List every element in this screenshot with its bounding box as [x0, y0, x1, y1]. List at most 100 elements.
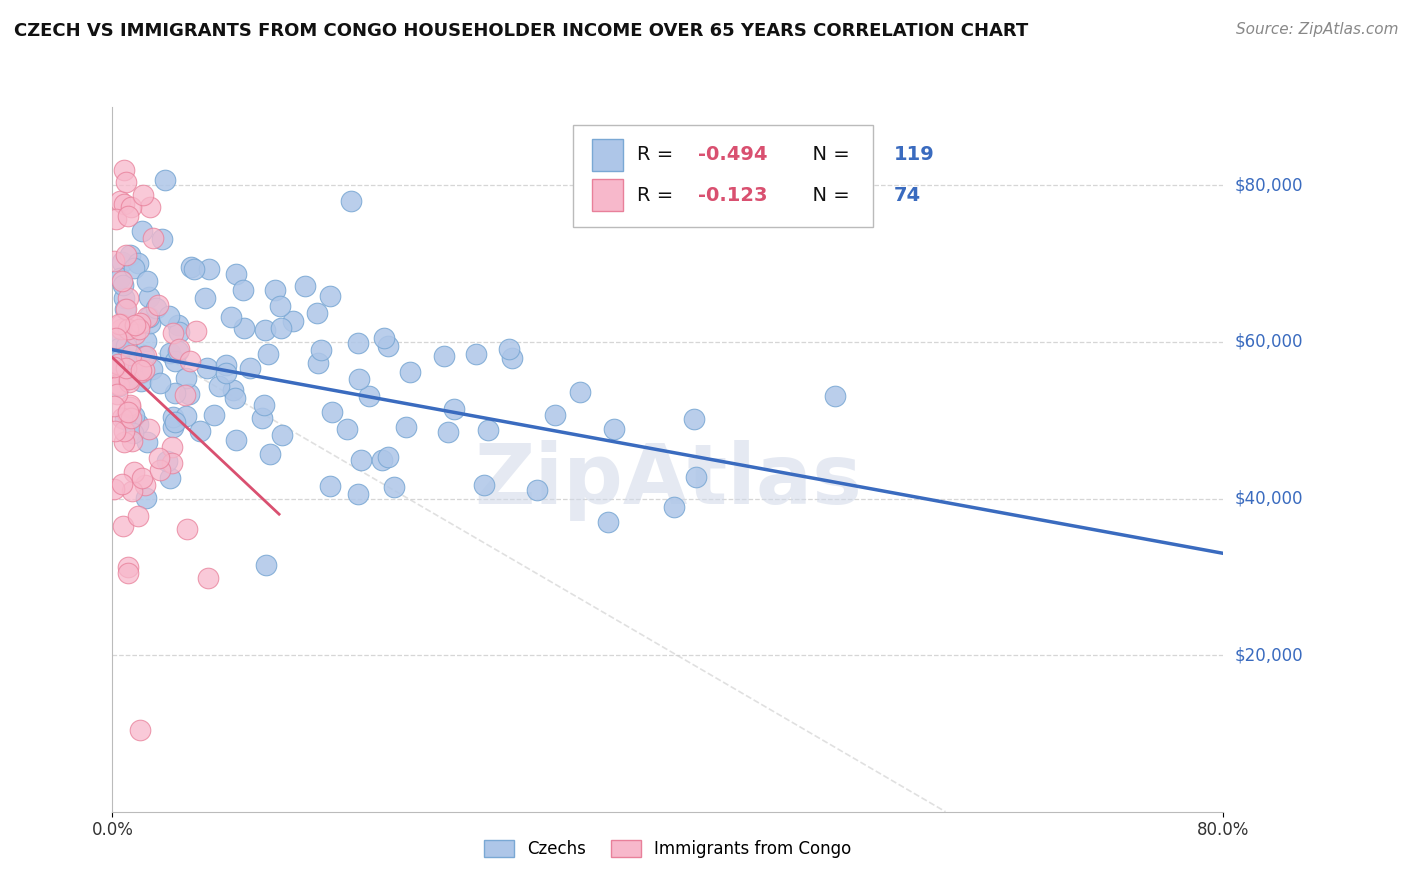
Point	[225, 434, 247, 448]
Point	[250, 410, 273, 425]
Point	[162, 440, 184, 454]
Point	[270, 428, 292, 442]
Point	[159, 346, 181, 360]
Point	[103, 399, 125, 413]
Point	[129, 723, 152, 737]
Text: Source: ZipAtlas.com: Source: ZipAtlas.com	[1236, 22, 1399, 37]
Point	[120, 410, 142, 425]
Point	[169, 342, 191, 356]
Point	[114, 412, 136, 426]
Point	[134, 478, 156, 492]
Point	[371, 453, 394, 467]
Point	[162, 420, 184, 434]
Point	[105, 211, 128, 226]
Point	[395, 419, 418, 434]
Point	[377, 450, 399, 465]
Point	[222, 383, 245, 397]
Point	[347, 336, 370, 351]
Text: R =: R =	[637, 186, 679, 204]
Point	[283, 314, 305, 328]
FancyBboxPatch shape	[592, 179, 623, 211]
Point	[162, 326, 184, 341]
Point	[436, 425, 458, 439]
Point	[111, 274, 134, 288]
Point	[111, 411, 134, 425]
Point	[108, 341, 131, 355]
Point	[114, 339, 136, 353]
Point	[155, 173, 177, 187]
Point	[167, 344, 190, 359]
Point	[107, 387, 129, 401]
Point	[498, 342, 520, 356]
Point	[132, 349, 155, 363]
Point	[433, 349, 456, 363]
Point	[319, 289, 342, 303]
Point	[259, 447, 281, 461]
Point	[357, 389, 380, 403]
Point	[135, 435, 157, 450]
Point	[117, 291, 139, 305]
Point	[110, 374, 132, 388]
Point	[127, 417, 149, 432]
Text: 119: 119	[893, 145, 934, 164]
Point	[307, 356, 329, 370]
Point	[122, 409, 145, 423]
Point	[120, 348, 142, 362]
Point	[104, 424, 127, 438]
Point	[117, 370, 139, 384]
Point	[382, 480, 405, 494]
Point	[117, 209, 139, 223]
Point	[174, 387, 197, 401]
Point	[117, 566, 139, 580]
Point	[114, 301, 136, 316]
Point	[138, 290, 160, 304]
Point	[257, 347, 280, 361]
Point	[118, 248, 141, 262]
Point	[121, 483, 143, 498]
Point	[127, 256, 149, 270]
Point	[176, 522, 198, 536]
Point	[264, 283, 287, 297]
Point	[146, 298, 169, 312]
Text: -0.123: -0.123	[697, 186, 768, 204]
Point	[159, 471, 181, 485]
Point	[224, 391, 246, 405]
Text: N =: N =	[800, 186, 856, 204]
Point	[340, 194, 363, 208]
Point	[122, 426, 145, 441]
Point	[526, 483, 548, 497]
Point	[103, 253, 125, 268]
Point	[186, 324, 208, 338]
Point	[568, 384, 591, 399]
Point	[138, 316, 160, 330]
Point	[294, 279, 316, 293]
Point	[118, 372, 141, 386]
Point	[195, 361, 218, 376]
Point	[129, 365, 152, 379]
Point	[309, 343, 332, 357]
Point	[112, 291, 135, 305]
Point	[148, 450, 170, 465]
Point	[118, 398, 141, 412]
Point	[141, 361, 163, 376]
Point	[138, 310, 160, 325]
Point	[162, 410, 184, 425]
Point	[465, 347, 488, 361]
Point	[110, 322, 132, 336]
Point	[179, 354, 201, 368]
Point	[115, 360, 138, 375]
Point	[112, 162, 135, 177]
Point	[198, 262, 221, 277]
Point	[110, 194, 132, 208]
Point	[114, 197, 136, 211]
Point	[128, 322, 150, 336]
Point	[169, 325, 191, 339]
Point	[683, 411, 706, 425]
Point	[150, 232, 173, 246]
Point	[117, 559, 139, 574]
Text: $60,000: $60,000	[1234, 333, 1303, 351]
Point	[347, 372, 370, 386]
Point	[253, 398, 276, 412]
Point	[477, 423, 499, 437]
Point	[321, 405, 343, 419]
